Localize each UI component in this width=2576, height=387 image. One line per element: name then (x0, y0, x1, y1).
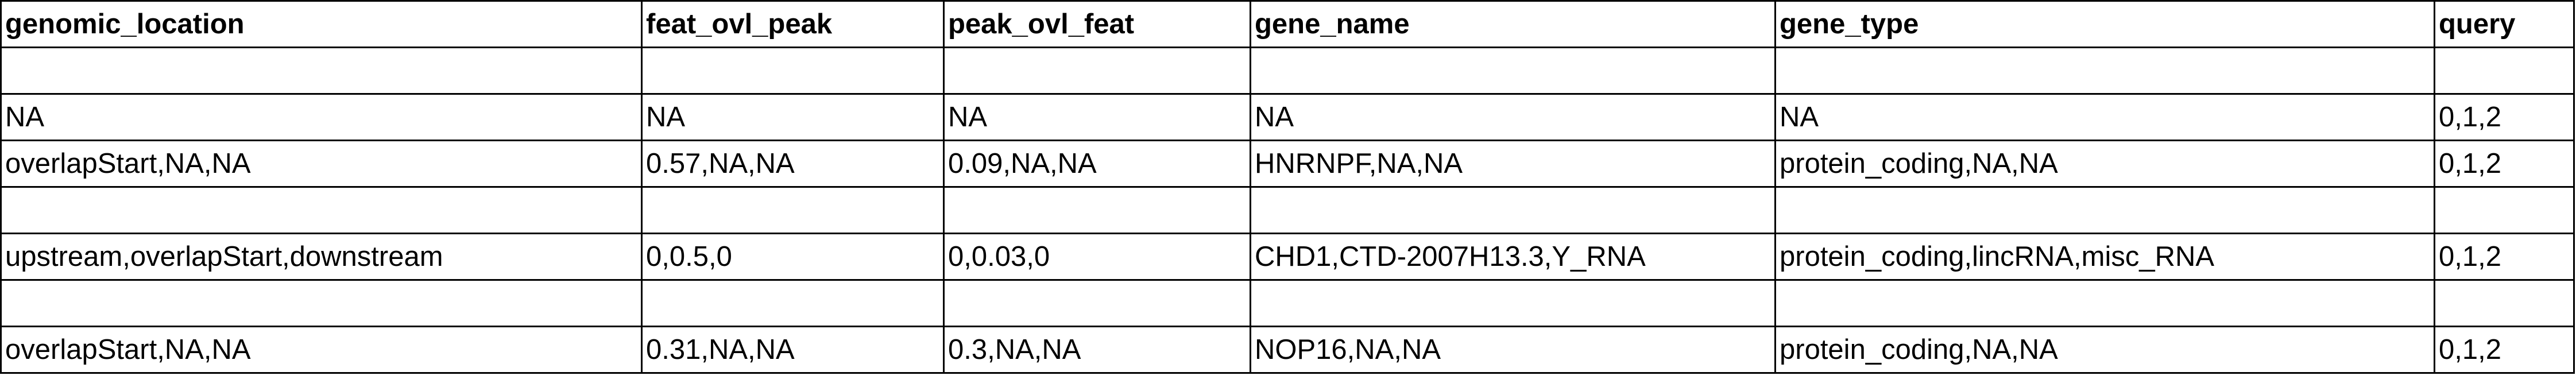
table-cell[interactable]: 0,1,2 (2434, 140, 2575, 188)
table-cell[interactable] (943, 47, 1251, 95)
header-genomic-location[interactable]: genomic_location (0, 0, 643, 48)
table-cell[interactable] (2434, 186, 2575, 234)
table-cell[interactable] (1250, 47, 1776, 95)
table-row: overlapStart,NA,NA 0.31,NA,NA 0.3,NA,NA … (0, 326, 2575, 374)
table-cell[interactable]: 0,1,2 (2434, 93, 2575, 141)
table-cell[interactable]: HNRNPF,NA,NA (1250, 140, 1776, 188)
header-peak-ovl-feat[interactable]: peak_ovl_feat (943, 0, 1251, 48)
header-query[interactable]: query (2434, 0, 2575, 48)
table-row (0, 186, 2575, 234)
table-cell[interactable]: 0.57,NA,NA (641, 140, 945, 188)
table-cell[interactable] (1774, 47, 2435, 95)
header-feat-ovl-peak[interactable]: feat_ovl_peak (641, 0, 945, 48)
table-cell[interactable]: 0,0.03,0 (943, 233, 1251, 281)
table-cell[interactable]: overlapStart,NA,NA (0, 140, 643, 188)
table-cell[interactable]: 0.31,NA,NA (641, 326, 945, 374)
table-cell[interactable] (943, 186, 1251, 234)
header-gene-name[interactable]: gene_name (1250, 0, 1776, 48)
table-cell[interactable] (0, 47, 643, 95)
table-row: upstream,overlapStart,downstream 0,0.5,0… (0, 233, 2575, 281)
table-cell[interactable] (1774, 186, 2435, 234)
header-row: genomic_location feat_ovl_peak peak_ovl_… (0, 0, 2575, 48)
table-cell[interactable]: NA (943, 93, 1251, 141)
table-cell[interactable]: CHD1,CTD-2007H13.3,Y_RNA (1250, 233, 1776, 281)
table-cell[interactable] (641, 186, 945, 234)
table-cell[interactable]: NA (641, 93, 945, 141)
table-cell[interactable] (1774, 279, 2435, 327)
data-table: genomic_location feat_ovl_peak peak_ovl_… (0, 0, 2575, 374)
table-row: overlapStart,NA,NA 0.57,NA,NA 0.09,NA,NA… (0, 140, 2575, 188)
table-cell[interactable] (0, 186, 643, 234)
table-cell[interactable]: NA (1250, 93, 1776, 141)
table-cell[interactable] (2434, 47, 2575, 95)
table-cell[interactable]: 0,0.5,0 (641, 233, 945, 281)
table-cell[interactable]: protein_coding,NA,NA (1774, 140, 2435, 188)
table-cell[interactable]: overlapStart,NA,NA (0, 326, 643, 374)
table-cell[interactable] (641, 279, 945, 327)
table-cell[interactable]: 0,1,2 (2434, 326, 2575, 374)
table-cell[interactable]: 0,1,2 (2434, 233, 2575, 281)
table-cell[interactable] (1250, 279, 1776, 327)
table-cell[interactable]: NA (0, 93, 643, 141)
header-gene-type[interactable]: gene_type (1774, 0, 2435, 48)
table-cell[interactable]: 0.3,NA,NA (943, 326, 1251, 374)
table-row: NA NA NA NA NA 0,1,2 (0, 93, 2575, 141)
table-cell[interactable] (641, 47, 945, 95)
table-row (0, 279, 2575, 327)
table-cell[interactable]: protein_coding,NA,NA (1774, 326, 2435, 374)
table-cell[interactable]: NOP16,NA,NA (1250, 326, 1776, 374)
table-cell[interactable] (2434, 279, 2575, 327)
table-cell[interactable] (0, 279, 643, 327)
table-cell[interactable] (943, 279, 1251, 327)
table-cell[interactable]: protein_coding,lincRNA,misc_RNA (1774, 233, 2435, 281)
table-cell[interactable] (1250, 186, 1776, 234)
table-cell[interactable]: NA (1774, 93, 2435, 141)
table-cell[interactable]: upstream,overlapStart,downstream (0, 233, 643, 281)
table-row (0, 47, 2575, 95)
table-cell[interactable]: 0.09,NA,NA (943, 140, 1251, 188)
